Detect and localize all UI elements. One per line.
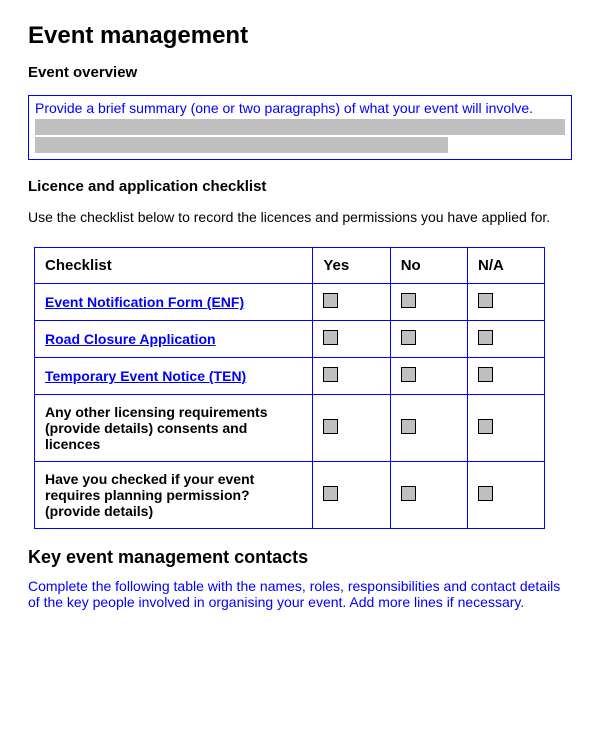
checkbox-cell-yes	[313, 462, 390, 529]
table-row: Temporary Event Notice (TEN)	[35, 358, 545, 395]
checkbox-na[interactable]	[478, 330, 493, 345]
overview-input-placeholder[interactable]	[35, 119, 565, 153]
table-row: Any other licensing requirements (provid…	[35, 395, 545, 462]
table-row: Have you checked if your event requires …	[35, 462, 545, 529]
checkbox-yes[interactable]	[323, 486, 338, 501]
checkbox-no[interactable]	[401, 293, 416, 308]
checklist-item-link[interactable]: Event Notification Form (ENF)	[45, 294, 244, 310]
checkbox-no[interactable]	[401, 367, 416, 382]
col-checklist: Checklist	[35, 248, 313, 284]
checklist-item-label[interactable]: Road Closure Application	[35, 321, 313, 358]
checkbox-na[interactable]	[478, 293, 493, 308]
checkbox-na[interactable]	[478, 419, 493, 434]
table-row: Road Closure Application	[35, 321, 545, 358]
checklist-item-link[interactable]: Road Closure Application	[45, 331, 216, 347]
checklist-item-label[interactable]: Event Notification Form (ENF)	[35, 284, 313, 321]
checkbox-yes[interactable]	[323, 330, 338, 345]
checkbox-cell-no	[390, 395, 467, 462]
checklist-table: Checklist Yes No N/A Event Notification …	[34, 247, 545, 529]
checkbox-cell-no	[390, 321, 467, 358]
page-title: Event management	[28, 22, 572, 50]
overview-prompt: Provide a brief summary (one or two para…	[35, 100, 565, 116]
checkbox-cell-no	[390, 284, 467, 321]
checkbox-cell-yes	[313, 395, 390, 462]
checkbox-yes[interactable]	[323, 419, 338, 434]
checkbox-cell-na	[468, 395, 545, 462]
checkbox-na[interactable]	[478, 367, 493, 382]
checklist-item-label: Any other licensing requirements (provid…	[35, 395, 313, 462]
checklist-item-label: Have you checked if your event requires …	[35, 462, 313, 529]
checklist-item-text: Any other licensing requirements (provid…	[45, 404, 268, 452]
checkbox-cell-yes	[313, 284, 390, 321]
checkbox-cell-no	[390, 358, 467, 395]
checkbox-cell-yes	[313, 321, 390, 358]
checkbox-cell-yes	[313, 358, 390, 395]
checklist-body: Event Notification Form (ENF) Road Closur…	[35, 284, 545, 529]
contacts-heading: Key event management contacts	[28, 547, 572, 568]
checkbox-na[interactable]	[478, 486, 493, 501]
checkbox-cell-no	[390, 462, 467, 529]
checkbox-yes[interactable]	[323, 293, 338, 308]
contacts-instruction: Complete the following table with the na…	[28, 578, 572, 610]
checkbox-cell-na	[468, 462, 545, 529]
col-yes: Yes	[313, 248, 390, 284]
col-no: No	[390, 248, 467, 284]
checkbox-cell-na	[468, 358, 545, 395]
col-na: N/A	[468, 248, 545, 284]
table-header-row: Checklist Yes No N/A	[35, 248, 545, 284]
checkbox-no[interactable]	[401, 419, 416, 434]
checkbox-yes[interactable]	[323, 367, 338, 382]
checkbox-cell-na	[468, 321, 545, 358]
checkbox-cell-na	[468, 284, 545, 321]
checklist-heading: Licence and application checklist	[28, 178, 572, 195]
checklist-instruction: Use the checklist below to record the li…	[28, 209, 572, 225]
checklist-item-label[interactable]: Temporary Event Notice (TEN)	[35, 358, 313, 395]
checklist-item-link[interactable]: Temporary Event Notice (TEN)	[45, 368, 246, 384]
table-row: Event Notification Form (ENF)	[35, 284, 545, 321]
overview-heading: Event overview	[28, 64, 572, 81]
checkbox-no[interactable]	[401, 330, 416, 345]
checklist-item-text: Have you checked if your event requires …	[45, 471, 254, 519]
overview-box: Provide a brief summary (one or two para…	[28, 95, 572, 160]
checkbox-no[interactable]	[401, 486, 416, 501]
